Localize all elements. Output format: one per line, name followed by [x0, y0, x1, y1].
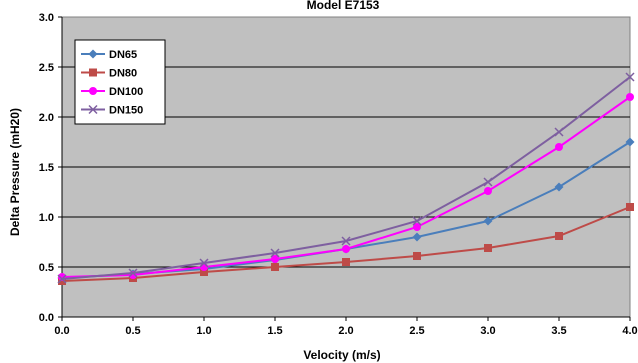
y-tick-label: 2.5: [39, 62, 54, 74]
marker-stroke: [128, 268, 138, 278]
legend-item-dn80: DN80: [81, 68, 137, 80]
legend-label-dn150: DN150: [109, 105, 143, 117]
data-point-dn80: [413, 252, 421, 260]
y-tick-label: 0.0: [39, 312, 54, 324]
data-point-dn150: [270, 248, 280, 258]
tick-labels: 0.0 0.5 1.0 1.5 2.0 2.5 3.0 0.0 0.5 1.0 1.5 2.0 2.5 3…: [39, 12, 638, 337]
marker-stroke: [625, 72, 635, 82]
data-point-dn150: [625, 72, 635, 82]
data-point-dn80: [484, 244, 492, 252]
data-point-dn100: [626, 93, 634, 101]
data-point-dn80: [271, 263, 279, 271]
data-point-dn150: [412, 216, 422, 226]
y-tick-label: 0.5: [39, 262, 54, 274]
x-axis-label: Velocity (m/s): [303, 348, 380, 362]
x-tick-label: 1.5: [267, 325, 282, 337]
y-tick-label: 1.0: [39, 212, 54, 224]
x-tick-label: 4.0: [622, 325, 637, 337]
legend-marker-dn65: [88, 49, 98, 59]
marker-stroke: [88, 104, 98, 115]
data-point-dn65: [554, 182, 564, 192]
x-tick-label: 2.5: [409, 325, 424, 337]
data-point-dn100: [555, 143, 563, 151]
data-point-dn150: [483, 177, 493, 187]
data-point-dn65: [412, 232, 422, 242]
data-point-dn80: [626, 203, 634, 211]
data-point-dn150: [554, 127, 564, 137]
legend-item-dn150: DN150: [81, 105, 143, 117]
x-tick-label: 1.0: [196, 325, 211, 337]
legend-label-dn80: DN80: [109, 68, 137, 80]
data-point-dn150: [199, 258, 209, 268]
series-dn150: [57, 72, 635, 284]
marker-stroke: [554, 127, 564, 137]
legend-marker-dn80: [89, 68, 97, 77]
marker-stroke: [270, 248, 280, 258]
y-tick-label: 3.0: [39, 12, 54, 24]
legend-label-dn65: DN65: [109, 49, 137, 61]
data-point-dn65: [625, 137, 635, 147]
y-tick-label: 2.0: [39, 112, 54, 124]
data-point-dn65: [483, 216, 493, 226]
y-tick-label: 1.5: [39, 162, 54, 174]
y-axis-label: Delta Pressure (mH20): [8, 108, 22, 236]
legend-label-dn100: DN100: [109, 86, 143, 98]
data-point-dn100: [271, 255, 279, 263]
series-dn100: [58, 93, 634, 281]
marker-stroke: [483, 177, 493, 187]
marker-stroke: [412, 216, 422, 226]
legend-marker-dn150: [88, 104, 98, 115]
legend-item-dn65: DN65: [81, 49, 137, 61]
marker-stroke: [199, 258, 209, 268]
x-tick-label: 0.5: [125, 325, 140, 337]
data-point-dn80: [342, 258, 350, 266]
data-point-dn100: [413, 223, 421, 231]
x-tick-label: 0.0: [54, 325, 69, 337]
series-layer: [57, 72, 635, 285]
data-point-dn150: [128, 268, 138, 278]
x-tick-label: 2.0: [338, 325, 353, 337]
marker-stroke: [341, 236, 351, 246]
marker-stroke: [57, 274, 67, 284]
data-point-dn80: [555, 232, 563, 240]
legend-marker-dn100: [89, 87, 97, 95]
data-point-dn80: [200, 268, 208, 276]
data-point-dn100: [342, 245, 350, 253]
data-point-dn150: [341, 236, 351, 246]
data-point-dn100: [484, 187, 492, 195]
legend: DN65 DN80 DN100 DN150: [74, 39, 166, 125]
x-tick-label: 3.5: [551, 325, 566, 337]
chart-title: Model E7153: [307, 0, 380, 12]
data-point-dn150: [57, 274, 67, 284]
axes: [58, 16, 631, 321]
x-tick-label: 3.0: [480, 325, 495, 337]
legend-item-dn100: DN100: [81, 86, 143, 98]
